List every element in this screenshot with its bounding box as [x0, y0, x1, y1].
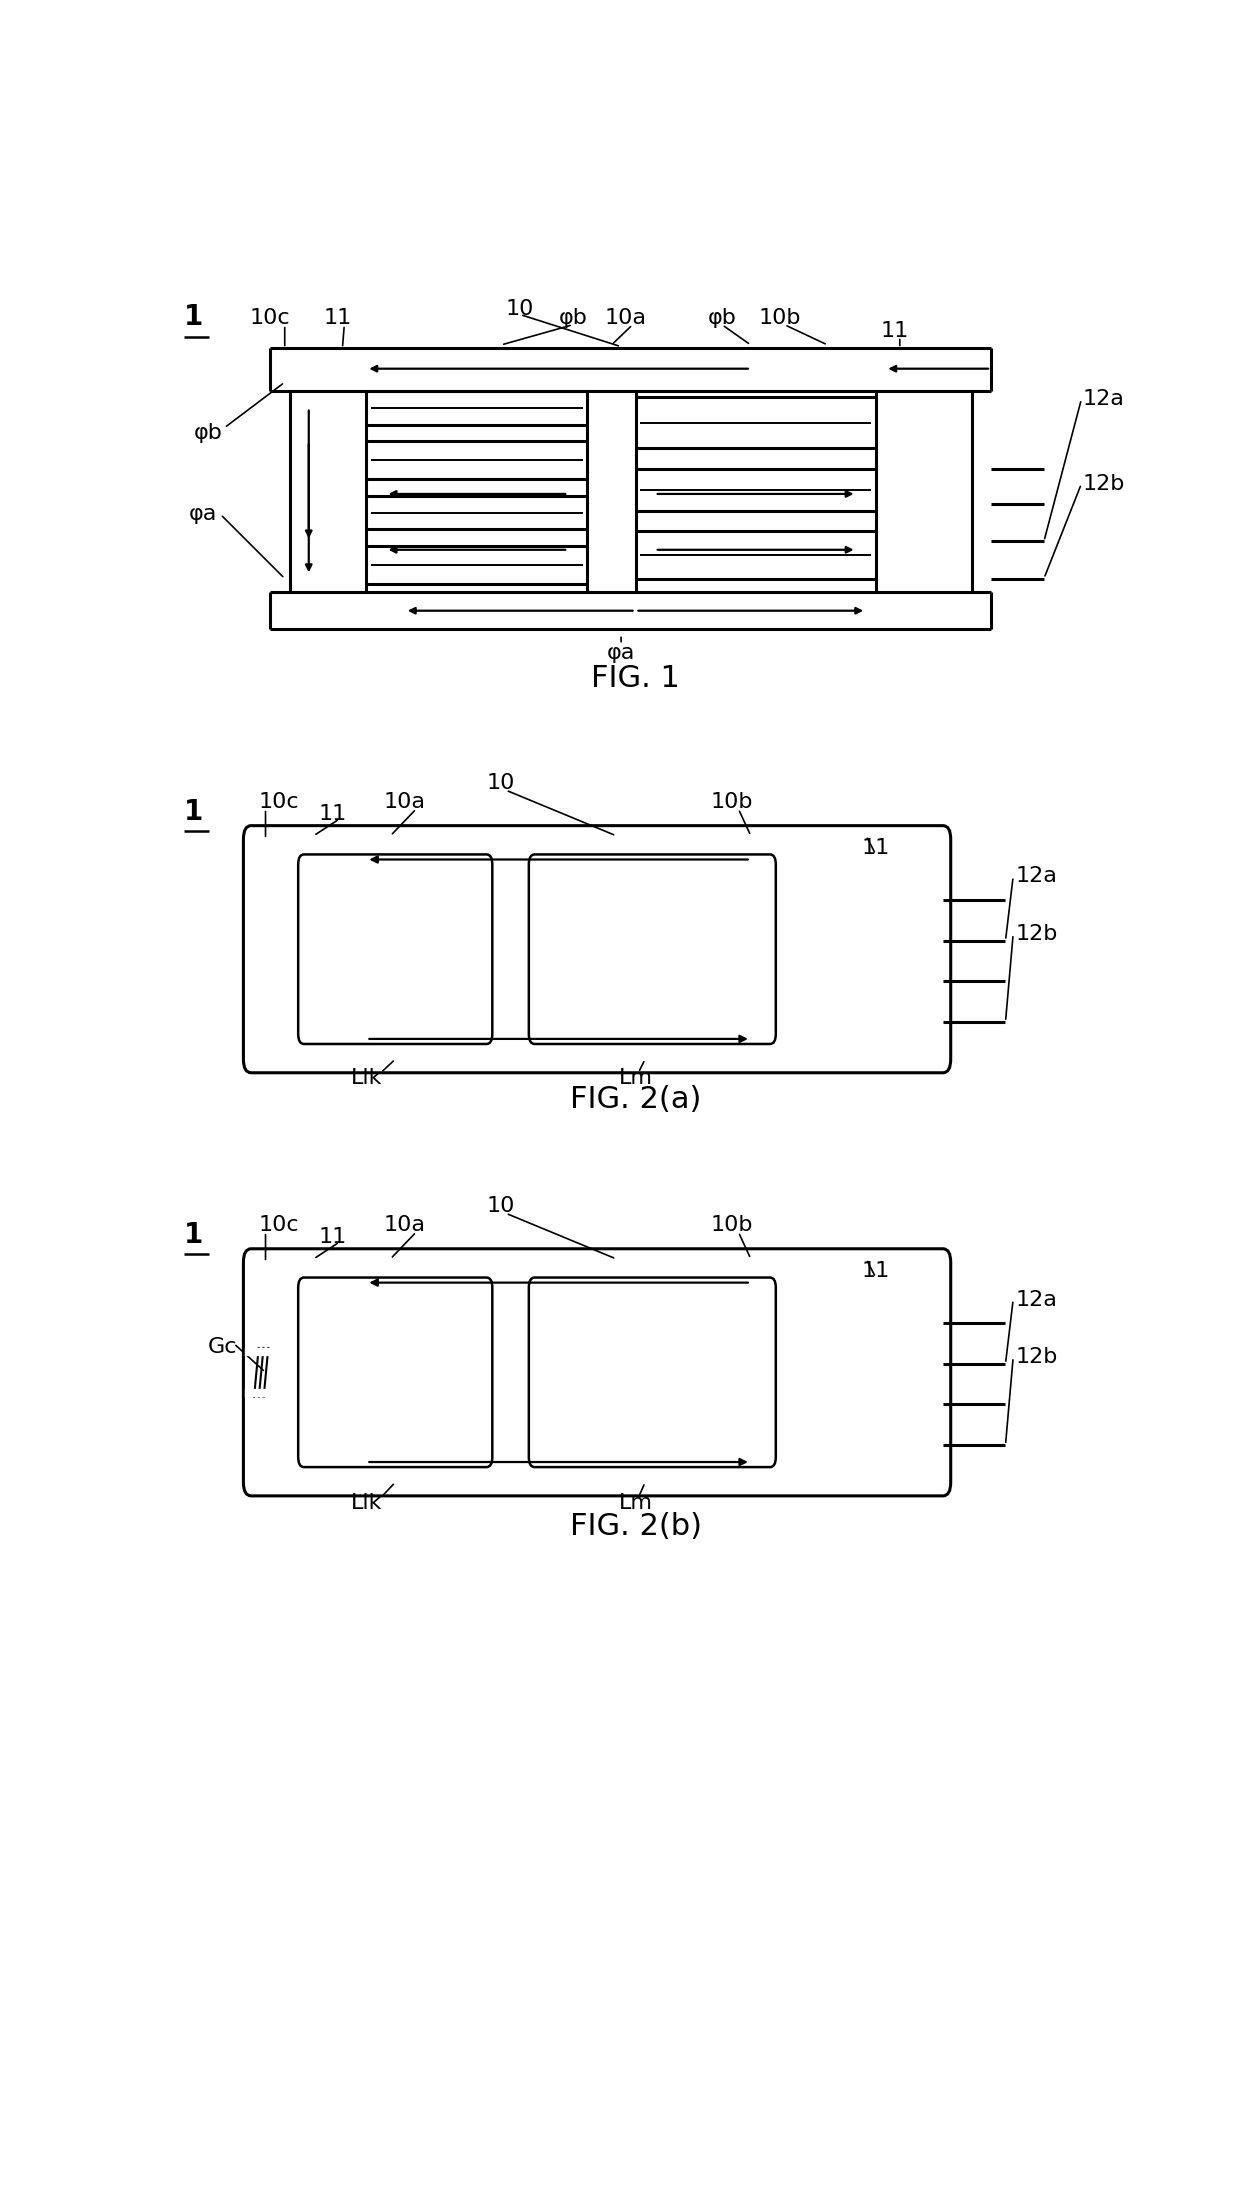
Text: 11: 11 [319, 804, 347, 824]
Text: 12b: 12b [1016, 923, 1058, 943]
FancyBboxPatch shape [528, 855, 776, 1044]
Text: 10c: 10c [259, 791, 299, 811]
Text: 10b: 10b [759, 308, 801, 328]
Text: φb: φb [708, 308, 737, 328]
Text: 11: 11 [880, 321, 909, 341]
Text: Lm: Lm [619, 1492, 652, 1512]
Text: φa: φa [606, 644, 635, 664]
Text: φb: φb [193, 422, 222, 444]
Text: 11: 11 [319, 1226, 347, 1246]
Text: 1: 1 [184, 1220, 203, 1248]
Text: Lm: Lm [619, 1068, 652, 1088]
Text: 10c: 10c [250, 308, 290, 328]
Text: 11: 11 [862, 837, 890, 857]
Text: 11: 11 [862, 1262, 890, 1281]
Text: Llk: Llk [351, 1492, 382, 1512]
Text: 11: 11 [324, 308, 352, 328]
FancyBboxPatch shape [243, 826, 951, 1073]
Text: 12a: 12a [1016, 1290, 1056, 1310]
FancyBboxPatch shape [298, 1277, 492, 1466]
Text: FIG. 1: FIG. 1 [591, 664, 680, 692]
Text: 10b: 10b [711, 1215, 753, 1235]
Text: φa: φa [188, 503, 217, 525]
Text: 1: 1 [184, 303, 203, 332]
FancyBboxPatch shape [243, 1248, 951, 1497]
Text: 10: 10 [487, 774, 515, 793]
Text: 10: 10 [487, 1196, 515, 1215]
FancyBboxPatch shape [528, 1277, 776, 1466]
Text: 12a: 12a [1016, 866, 1056, 886]
Text: Llk: Llk [351, 1068, 382, 1088]
Text: 10c: 10c [259, 1215, 299, 1235]
Text: 12a: 12a [1083, 389, 1125, 409]
Text: Gc: Gc [208, 1336, 237, 1356]
Text: 10a: 10a [384, 791, 425, 811]
FancyBboxPatch shape [298, 855, 492, 1044]
Text: FIG. 2(a): FIG. 2(a) [570, 1086, 701, 1114]
Text: FIG. 2(b): FIG. 2(b) [569, 1512, 702, 1541]
Text: 10: 10 [506, 299, 534, 319]
Text: 10b: 10b [711, 791, 753, 811]
Text: 1: 1 [184, 798, 203, 826]
Text: 10a: 10a [384, 1215, 425, 1235]
Text: 12b: 12b [1083, 475, 1125, 495]
Text: 10a: 10a [605, 308, 647, 328]
Text: 12b: 12b [1016, 1347, 1058, 1367]
Text: φb: φb [558, 308, 588, 328]
